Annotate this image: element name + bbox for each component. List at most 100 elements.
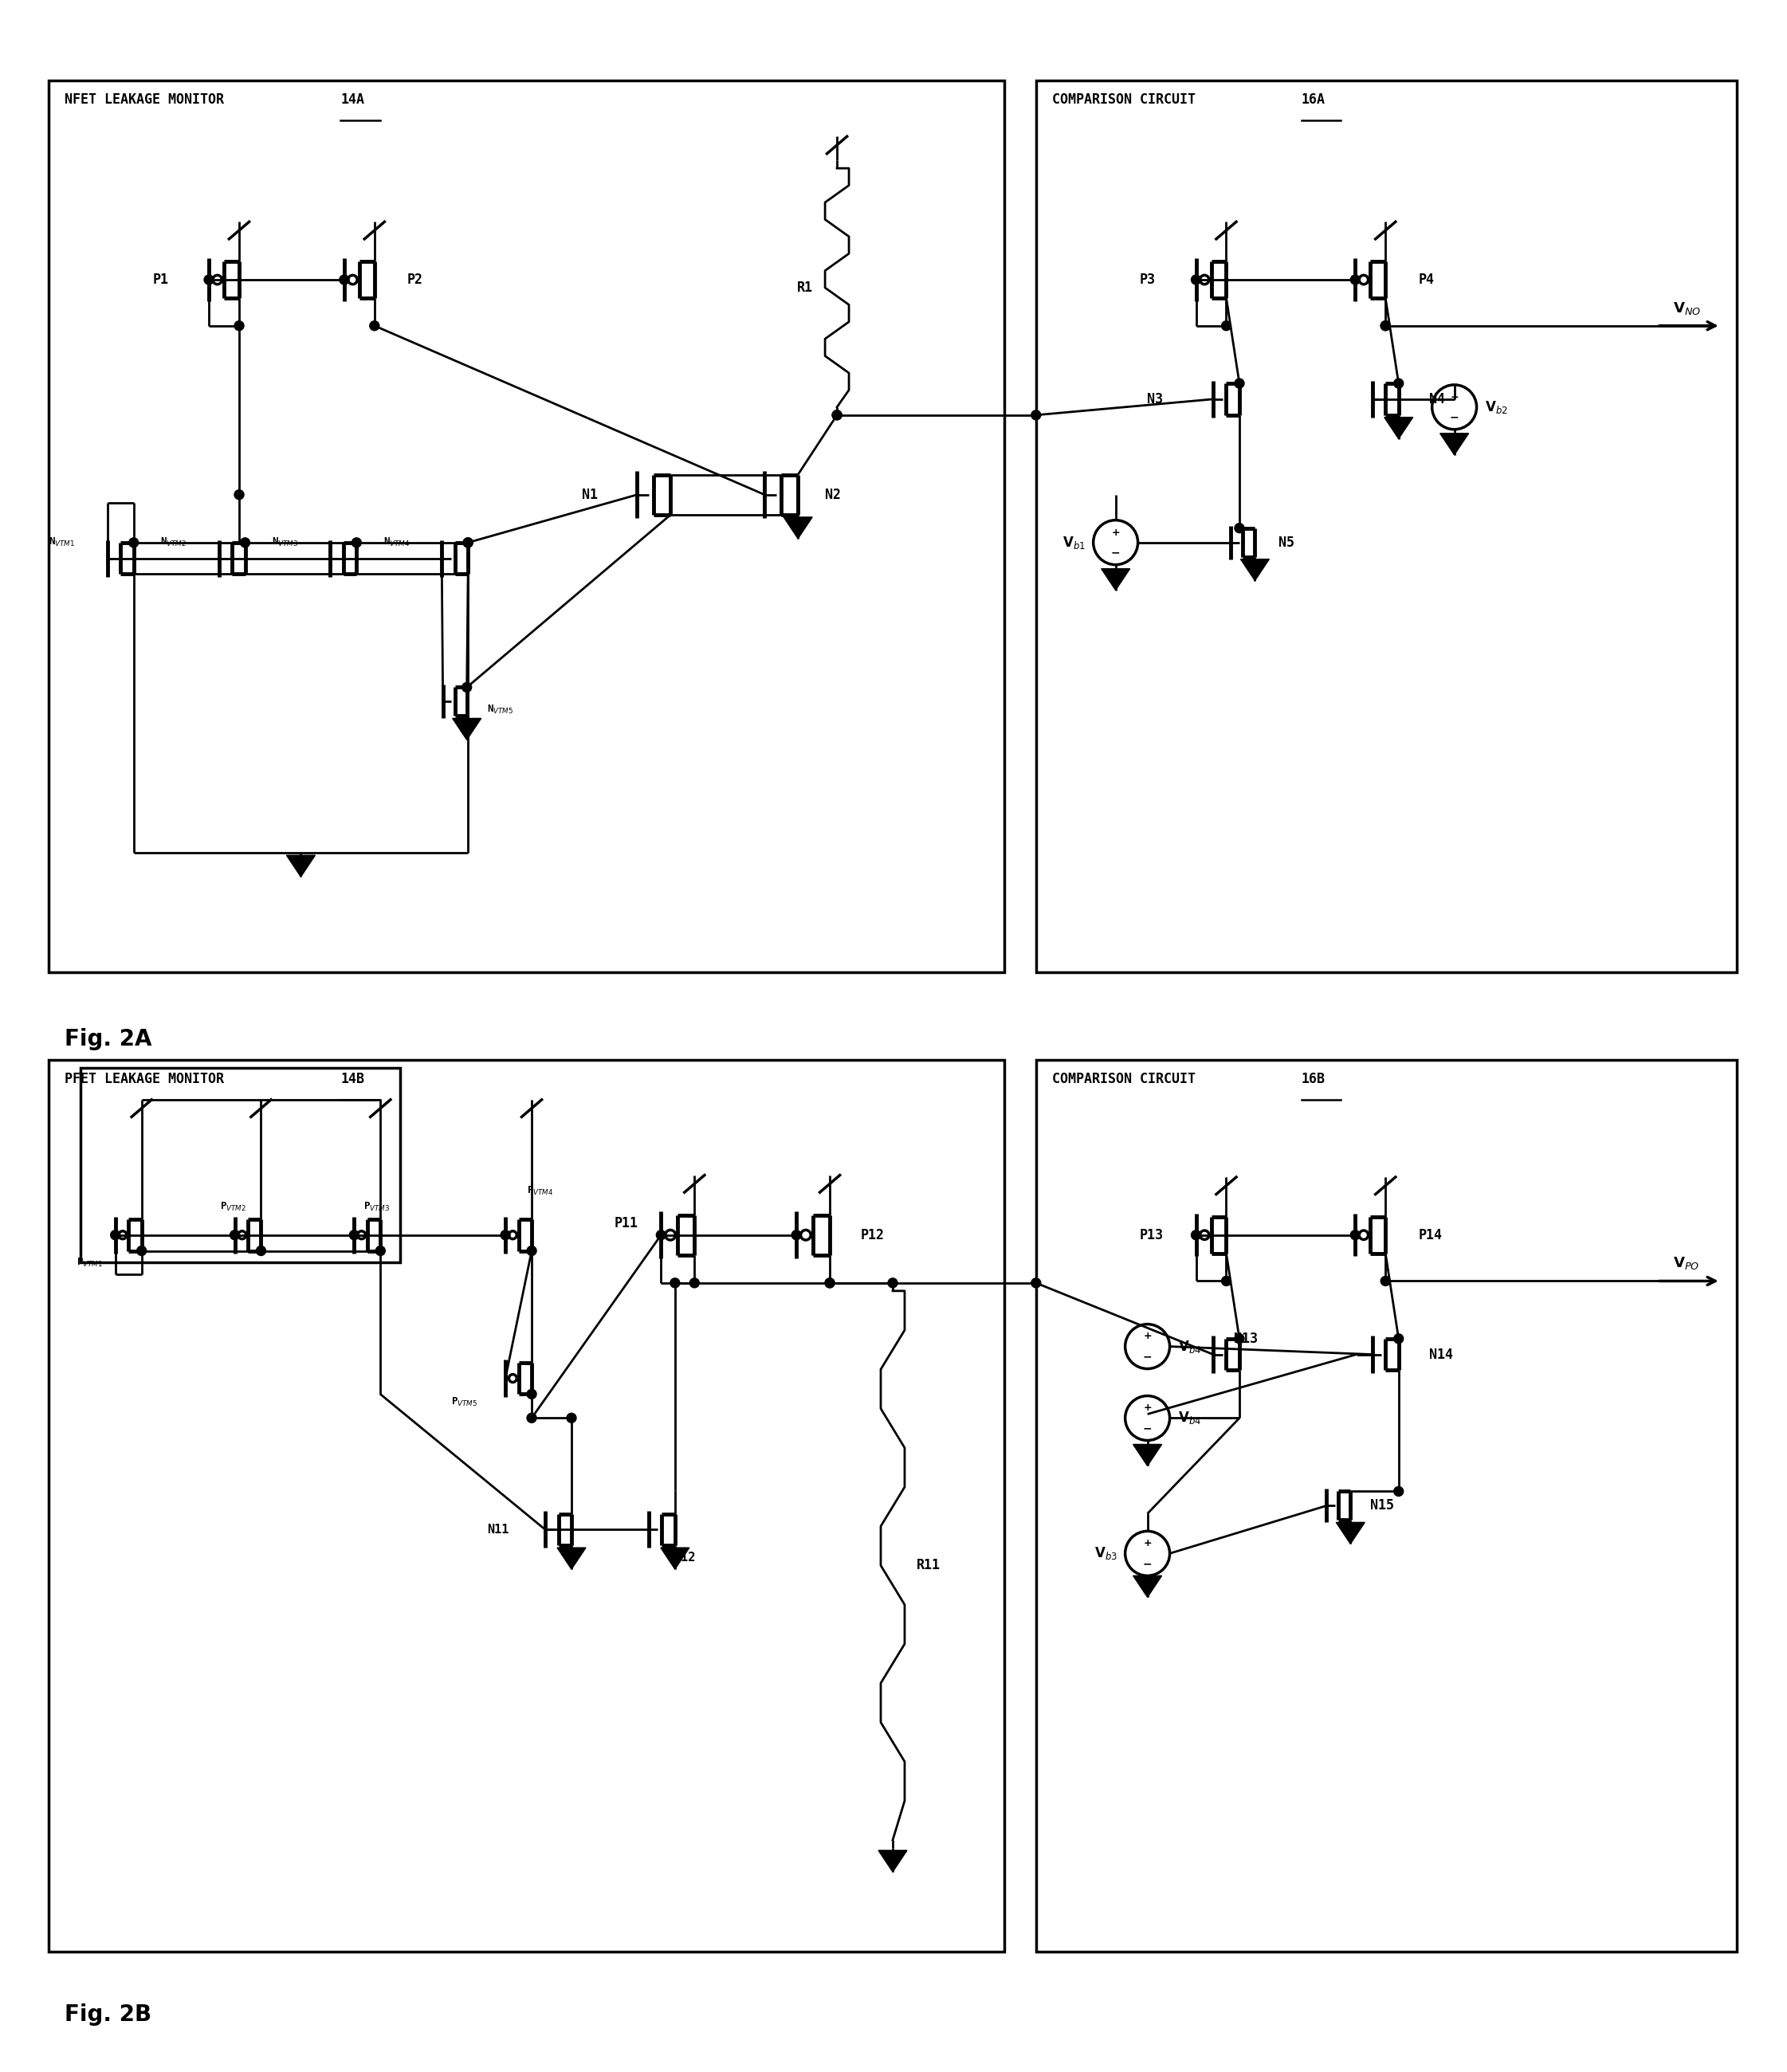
Text: N15: N15 [1371, 1498, 1394, 1513]
Polygon shape [452, 719, 481, 740]
Circle shape [833, 410, 842, 421]
Text: +: + [1144, 1403, 1151, 1413]
Circle shape [1235, 1334, 1244, 1343]
Text: −: − [1144, 1351, 1153, 1361]
Polygon shape [1240, 559, 1269, 580]
Text: P1: P1 [152, 274, 168, 286]
Text: P$_{VTM5}$: P$_{VTM5}$ [450, 1397, 477, 1409]
Text: −: − [1112, 547, 1120, 557]
Circle shape [1394, 379, 1403, 387]
Polygon shape [1440, 433, 1469, 456]
Circle shape [129, 539, 138, 547]
Circle shape [463, 539, 474, 547]
Circle shape [138, 1245, 147, 1256]
Circle shape [1192, 1231, 1201, 1239]
Circle shape [1351, 1231, 1360, 1239]
Polygon shape [1101, 568, 1129, 591]
Text: V$_{b3}$: V$_{b3}$ [1094, 1546, 1117, 1562]
Text: +: + [1144, 1330, 1151, 1341]
Circle shape [1235, 379, 1244, 387]
Text: N4: N4 [1430, 392, 1446, 406]
Bar [1036, 81, 1737, 972]
Text: P13: P13 [1140, 1229, 1163, 1243]
Text: N13: N13 [1235, 1332, 1258, 1345]
Text: P4: P4 [1419, 274, 1433, 286]
Text: P3: P3 [1140, 274, 1156, 286]
Circle shape [1222, 1276, 1231, 1287]
Text: N3: N3 [1147, 392, 1163, 406]
Polygon shape [1337, 1523, 1365, 1544]
Polygon shape [879, 1850, 908, 1871]
Polygon shape [286, 856, 315, 876]
Text: −: − [1144, 1423, 1153, 1434]
Text: V$_{b4}$: V$_{b4}$ [1178, 1339, 1201, 1355]
Bar [1036, 1061, 1737, 1952]
Polygon shape [1133, 1444, 1162, 1465]
Circle shape [1031, 1278, 1040, 1287]
Circle shape [1381, 321, 1390, 332]
Circle shape [527, 1413, 536, 1423]
Circle shape [670, 1278, 679, 1287]
Circle shape [111, 1231, 120, 1239]
Circle shape [527, 1245, 536, 1256]
Circle shape [239, 539, 250, 547]
Text: P$_{VTM2}$: P$_{VTM2}$ [220, 1202, 247, 1214]
Circle shape [656, 1231, 667, 1239]
Circle shape [1222, 321, 1231, 332]
Bar [48, 1061, 1004, 1952]
Text: 14A: 14A [341, 93, 365, 108]
Text: N$_{VTM5}$: N$_{VTM5}$ [486, 704, 513, 715]
Text: V$_{b4}$: V$_{b4}$ [1178, 1411, 1201, 1426]
Text: +: + [1112, 526, 1120, 537]
Circle shape [826, 1278, 835, 1287]
Circle shape [231, 1231, 239, 1239]
Text: N5: N5 [1279, 535, 1296, 549]
Circle shape [256, 1245, 266, 1256]
Circle shape [1031, 410, 1040, 421]
Text: N12: N12 [674, 1552, 695, 1564]
Circle shape [1394, 1334, 1403, 1343]
Polygon shape [558, 1548, 586, 1569]
Circle shape [1381, 321, 1390, 332]
Circle shape [566, 1413, 575, 1423]
Circle shape [1192, 276, 1201, 284]
Text: +: + [1144, 1537, 1151, 1548]
Circle shape [375, 1245, 386, 1256]
Circle shape [500, 1231, 511, 1239]
Circle shape [1351, 276, 1360, 284]
Text: P2: P2 [407, 274, 424, 286]
Text: P11: P11 [615, 1216, 638, 1231]
Text: NFET LEAKAGE MONITOR: NFET LEAKAGE MONITOR [64, 93, 232, 108]
Text: N11: N11 [486, 1523, 509, 1535]
Polygon shape [1133, 1575, 1162, 1598]
Bar [48, 81, 1004, 972]
Text: P14: P14 [1419, 1229, 1442, 1243]
Text: P$_{VTM3}$: P$_{VTM3}$ [363, 1202, 390, 1214]
Circle shape [463, 539, 474, 547]
Text: Fig. 2B: Fig. 2B [64, 2004, 152, 2026]
Circle shape [370, 321, 379, 332]
Circle shape [463, 682, 472, 692]
Circle shape [833, 410, 842, 421]
Text: 14B: 14B [341, 1071, 365, 1086]
Text: −: − [1144, 1558, 1153, 1569]
Text: R11: R11 [917, 1558, 940, 1573]
Polygon shape [784, 518, 813, 539]
Text: 16B: 16B [1301, 1071, 1326, 1086]
Circle shape [690, 1278, 699, 1287]
Circle shape [1235, 524, 1244, 533]
Circle shape [350, 1231, 359, 1239]
Text: V$_{b1}$: V$_{b1}$ [1063, 535, 1085, 551]
Text: V$_{PO}$: V$_{PO}$ [1673, 1256, 1699, 1272]
Text: PFET LEAKAGE MONITOR: PFET LEAKAGE MONITOR [64, 1071, 232, 1086]
Text: N2: N2 [826, 487, 842, 501]
Text: COMPARISON CIRCUIT: COMPARISON CIRCUIT [1053, 93, 1203, 108]
Text: N1: N1 [583, 487, 599, 501]
Text: N14: N14 [1430, 1347, 1453, 1361]
Text: V$_{NO}$: V$_{NO}$ [1673, 300, 1701, 317]
Text: P$_{VTM4}$: P$_{VTM4}$ [527, 1185, 554, 1198]
Text: +: + [1449, 392, 1458, 402]
Circle shape [1381, 1276, 1390, 1287]
Text: −: − [1449, 412, 1458, 423]
Circle shape [826, 1278, 835, 1287]
